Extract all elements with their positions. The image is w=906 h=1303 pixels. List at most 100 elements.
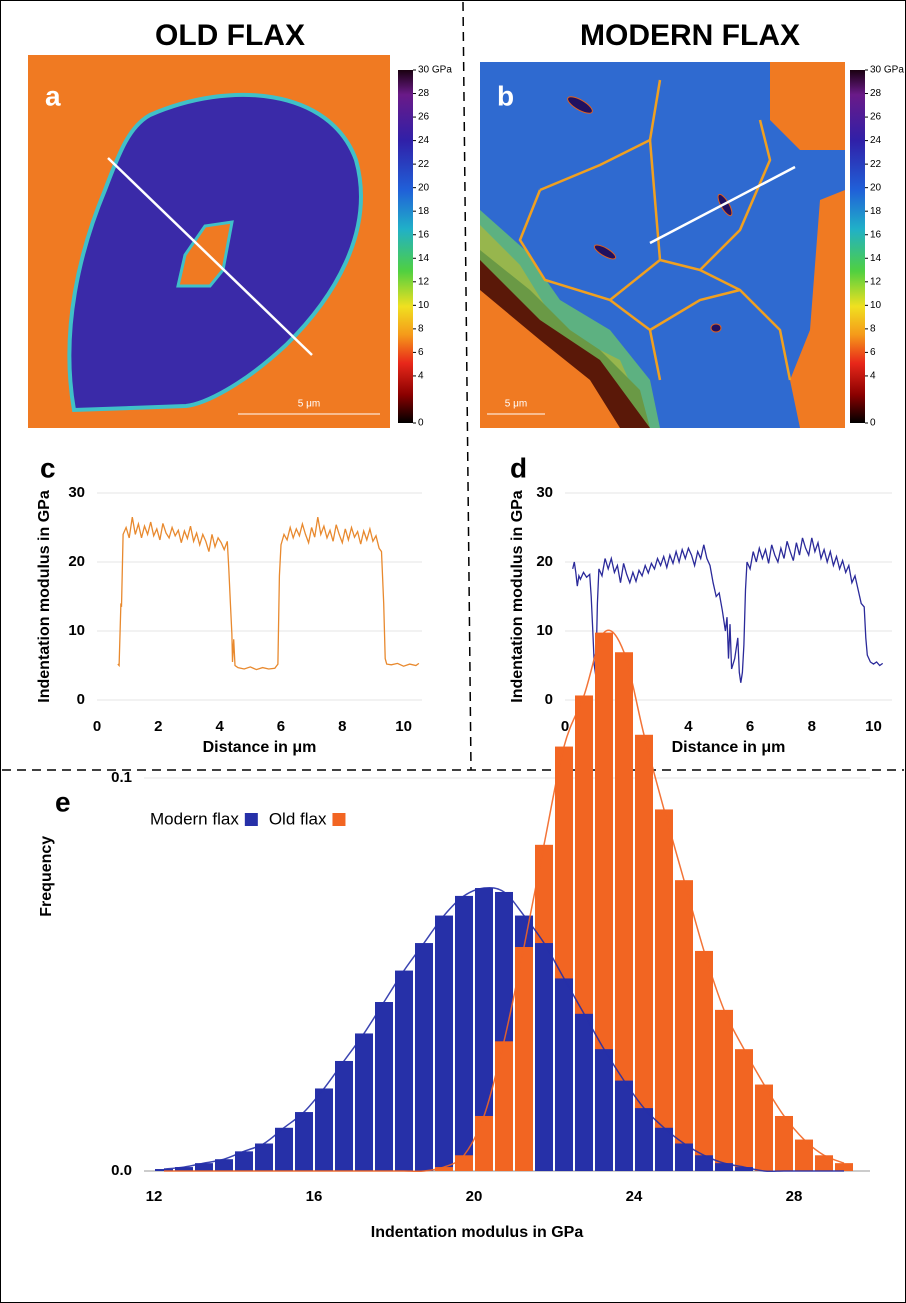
bar [395, 970, 413, 1171]
bar [555, 978, 573, 1171]
bar [415, 943, 433, 1171]
bar [275, 1127, 293, 1171]
x-tick-label: 2 [154, 718, 162, 735]
bar [175, 1167, 193, 1171]
bar [635, 734, 653, 1171]
bar [435, 1167, 453, 1171]
bar [695, 1155, 713, 1171]
bar [535, 943, 553, 1171]
colorbar-label: 6 [418, 347, 424, 358]
colorbar-label: 18 [870, 206, 882, 217]
bar [755, 1084, 773, 1171]
y-axis-label: Frequency [38, 836, 55, 917]
heading: MODERN FLAX [580, 19, 800, 52]
bar [455, 1155, 473, 1171]
colorbar-label: 12 [870, 276, 882, 287]
colorbar-label: 30 GPa [870, 65, 904, 76]
panel-label: e [55, 786, 71, 817]
panel-label: d [510, 452, 527, 483]
bar [775, 1115, 793, 1171]
bar [235, 1151, 253, 1171]
legend-label: Old flax [269, 809, 327, 828]
bar [495, 1041, 513, 1171]
bar [455, 895, 473, 1171]
bar [475, 1115, 493, 1171]
colorbar-label: 4 [418, 371, 424, 382]
bar [335, 1060, 353, 1171]
bar [255, 1143, 273, 1171]
y-tick-label: 0.0 [111, 1162, 132, 1179]
bar [715, 1163, 733, 1171]
scale-bar-label: 5 μm [505, 399, 527, 410]
x-tick-label: 20 [466, 1188, 483, 1205]
colorbar-label: 10 [418, 300, 430, 311]
bar [635, 1108, 653, 1171]
bar [595, 632, 613, 1171]
data-line [117, 516, 420, 671]
x-tick-label: 24 [626, 1188, 643, 1205]
map-a: 5 μm a [28, 55, 413, 428]
bar [575, 1013, 593, 1171]
y-tick-label: 20 [536, 553, 553, 570]
bar [355, 1033, 373, 1171]
y-tick-label: 0.1 [111, 769, 132, 786]
bar [735, 1049, 753, 1171]
colorbar-label: 0 [870, 418, 876, 429]
y-tick-label: 10 [68, 622, 85, 639]
y-tick-label: 0 [545, 691, 553, 708]
panel-label: b [497, 80, 514, 111]
scale-bar-label: 5 μm [298, 399, 320, 410]
bar [795, 1139, 813, 1171]
bar [195, 1163, 213, 1171]
y-axis-label: Indentation modulus in GPa [36, 490, 53, 703]
panel-label: c [40, 452, 56, 483]
x-tick-label: 4 [684, 718, 693, 735]
fit-curve [163, 886, 844, 1173]
colorbar-label: 20 [870, 182, 882, 193]
colorbar-label: 20 [418, 182, 430, 193]
bar [215, 1159, 233, 1171]
bar [515, 946, 533, 1171]
bar [595, 1049, 613, 1171]
panel-label: a [45, 80, 61, 111]
bar [615, 652, 633, 1171]
colorbar-label: 12 [418, 276, 430, 287]
bar [435, 915, 453, 1171]
x-tick-label: 8 [338, 718, 346, 735]
bar [295, 1112, 313, 1171]
heading: OLD FLAX [155, 19, 305, 52]
colorbar-label: 26 [418, 112, 430, 123]
bar [375, 1002, 393, 1171]
colorbar-label: 28 [418, 88, 430, 99]
x-axis-label: Distance in μm [203, 739, 317, 756]
x-tick-label: 10 [395, 718, 412, 735]
colorbar-label: 10 [870, 300, 882, 311]
bar [735, 1167, 753, 1171]
fit-curve [164, 629, 845, 1173]
y-tick-label: 0 [77, 691, 85, 708]
x-tick-label: 8 [808, 718, 816, 735]
x-tick-label: 28 [786, 1188, 803, 1205]
colorbar-label: 24 [418, 135, 430, 146]
y-tick-label: 30 [536, 484, 553, 501]
x-tick-label: 0 [561, 718, 569, 735]
colorbar-label: 8 [870, 324, 876, 335]
legend-swatch [244, 813, 258, 826]
legend-swatch [332, 813, 346, 826]
colorbar-label: 14 [870, 253, 882, 264]
colorbar-label: 30 GPa [418, 65, 452, 76]
bar [675, 1143, 693, 1171]
x-tick-label: 6 [746, 718, 754, 735]
x-tick-label: 0 [93, 718, 101, 735]
x-tick-label: 6 [277, 718, 285, 735]
bar [615, 1080, 633, 1171]
y-tick-label: 30 [68, 484, 85, 501]
bar [715, 1009, 733, 1171]
colorbar-label: 4 [870, 371, 876, 382]
colorbar-label: 6 [870, 347, 876, 358]
x-tick-label: 10 [865, 718, 882, 735]
y-tick-label: 20 [68, 553, 85, 570]
legend-label: Modern flax [150, 809, 239, 828]
